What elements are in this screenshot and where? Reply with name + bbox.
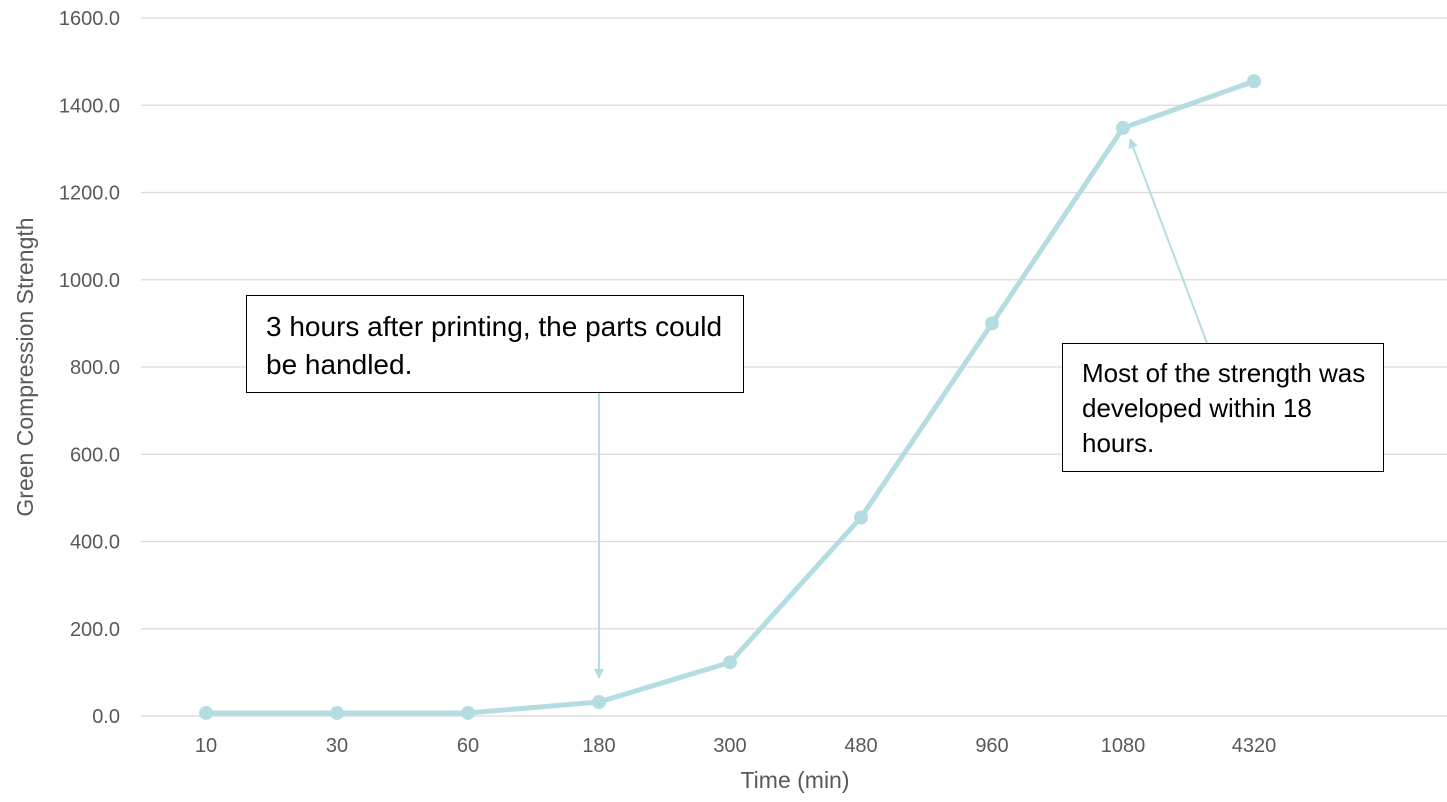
- y-tick-label: 800.0: [70, 357, 120, 379]
- y-tick-label: 0.0: [92, 706, 120, 728]
- annotation-arrows: [594, 137, 1208, 680]
- y-tick-label: 1000.0: [59, 270, 120, 292]
- x-tick-label: 300: [713, 735, 746, 757]
- y-tick-label: 400.0: [70, 532, 120, 554]
- x-tick-label: 4320: [1232, 735, 1277, 757]
- y-axis-tick-labels: 0.0 200.0 400.0 600.0 800.0 1000.0 1200.0 1400.…: [59, 8, 120, 728]
- x-tick-label: 30: [326, 735, 348, 757]
- data-point: [330, 705, 344, 720]
- data-point: [1247, 74, 1261, 89]
- data-point: [723, 655, 737, 670]
- data-point: [592, 695, 606, 710]
- x-tick-label: 180: [582, 735, 615, 757]
- y-tick-label: 1400.0: [59, 95, 120, 117]
- data-series: [199, 74, 1261, 720]
- y-tick-label: 1600.0: [59, 8, 120, 30]
- x-tick-label: 1080: [1101, 735, 1146, 757]
- y-tick-label: 600.0: [70, 444, 120, 466]
- annotation-text: Most of the strength was developed withi…: [1082, 358, 1366, 458]
- data-point: [854, 510, 868, 525]
- x-axis-title: Time (min): [740, 767, 849, 793]
- annotation-arrow: [1128, 137, 1208, 344]
- data-point: [199, 705, 213, 720]
- y-tick-label: 1200.0: [59, 183, 120, 205]
- data-point: [461, 705, 475, 720]
- data-point: [985, 316, 999, 331]
- y-tick-label: 200.0: [70, 619, 120, 641]
- x-tick-label: 480: [844, 735, 877, 757]
- annotation-callout-strength: Most of the strength was developed withi…: [1062, 343, 1384, 472]
- data-point: [1116, 120, 1130, 135]
- x-axis-tick-labels: 10 30 60 180 300 480 960 1080 4320: [195, 735, 1276, 757]
- x-tick-label: 960: [975, 735, 1008, 757]
- y-axis-title: Green Compression Strength: [12, 217, 38, 516]
- x-tick-label: 60: [457, 735, 479, 757]
- annotation-text: 3 hours after printing, the parts could …: [266, 311, 723, 380]
- x-tick-label: 10: [195, 735, 217, 757]
- annotation-callout-handling: 3 hours after printing, the parts could …: [246, 295, 744, 393]
